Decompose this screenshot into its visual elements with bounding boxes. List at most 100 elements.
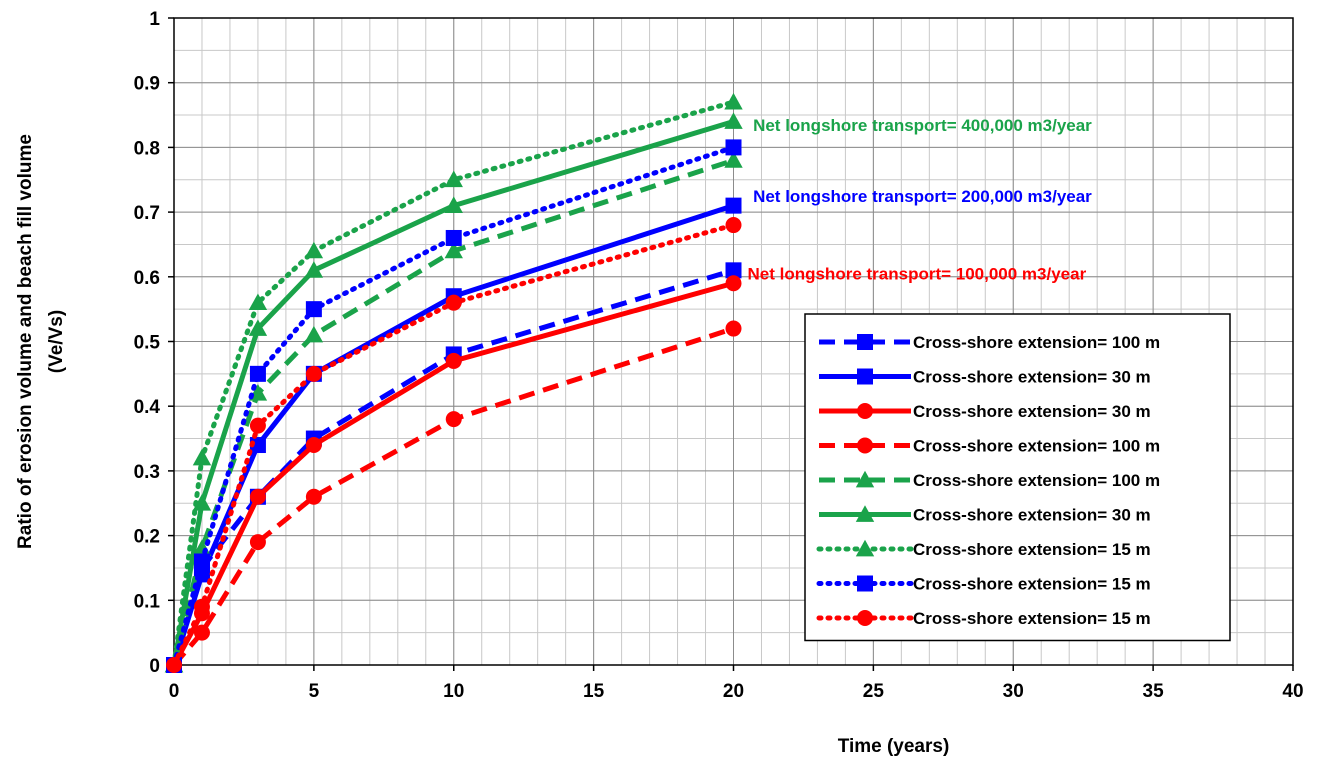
series-line [171,222,736,668]
y-axis-ticks: 0 0.1 0.2 0.3 0.4 0.5 0.6 0.7 0.8 0.9 1 [134,9,174,677]
y-tick-label: 0.3 [134,462,160,483]
data-point [249,365,266,382]
data-point [445,294,462,311]
data-point [305,488,322,505]
legend-marker [857,610,873,626]
series-annotation: Net longshore transport= 100,000 m3/year [747,265,1086,284]
data-point [725,139,742,156]
y-tick-label: 0.7 [134,203,160,224]
data-point [193,598,210,615]
legend-entry: Cross-shore extension= 15 m [816,575,1151,594]
legend-marker [857,334,873,350]
data-point [725,275,742,292]
legend-marker [855,505,875,522]
series-line [171,144,736,668]
x-axis-ticks: 0 5 10 15 20 25 30 35 40 [169,665,1304,702]
data-point [192,448,212,466]
data-point [725,217,742,234]
y-tick-label: 0.6 [134,268,160,289]
y-tick-label: 0.5 [134,333,161,354]
data-point [445,411,462,428]
data-point [445,352,462,369]
x-tick-label: 25 [863,681,885,702]
data-point [193,553,210,570]
series-line [171,99,736,668]
y-tick-label: 0.1 [134,591,161,612]
data-point [725,262,742,279]
data-point [724,92,743,110]
data-point [305,301,322,318]
legend-label: Cross-shore extension= 100 m [913,437,1160,456]
legend-label: Cross-shore extension= 30 m [913,402,1151,421]
legend-label: Cross-shore extension= 100 m [913,333,1160,352]
data-point [305,365,322,382]
legend-label: Cross-shore extension= 15 m [913,609,1151,628]
legend-entry: Cross-shore extension= 100 m [819,333,1160,352]
legend-entry: Cross-shore extension= 100 m [819,470,1160,490]
legend-marker [857,437,873,454]
legend-entry: Cross-shore extension= 30 m [819,368,1151,387]
legend-marker [857,368,873,385]
data-point [305,437,322,454]
data-point [248,319,268,336]
data-point [249,488,266,505]
legend-label: Cross-shore extension= 15 m [913,540,1151,559]
x-tick-label: 20 [723,681,744,702]
data-point [444,170,463,188]
legend-box [804,313,1231,642]
series-annotation: Net longshore transport= 400,000 m3/year [753,116,1092,135]
series-line [171,119,735,666]
x-tick-label: 35 [1143,681,1165,702]
data-point [725,197,742,214]
legend-entry: Cross-shore extension= 15 m [816,539,1151,559]
data-point [444,241,463,259]
y-axis-label-line2: (Ve/Vs) [46,310,67,373]
legend-marker [855,539,875,557]
y-tick-label: 1 [149,9,160,30]
legend-label: Cross-shore extension= 15 m [913,575,1151,594]
y-tick-label: 0.2 [134,527,160,548]
legend-label: Cross-shore extension= 100 m [913,471,1160,490]
data-point [304,241,324,259]
x-tick-label: 15 [583,681,605,702]
x-tick-label: 5 [309,681,320,702]
legend-marker [855,470,875,488]
legend-marker [857,575,873,592]
y-tick-label: 0.9 [134,74,160,95]
data-point [304,261,324,278]
series-line [171,280,735,667]
data-point [192,494,212,511]
data-point [248,293,268,311]
x-tick-label: 10 [443,681,464,702]
data-point [444,196,463,213]
series-layer [164,92,743,673]
annotation-layer: Net longshore transport= 400,000 m3/year… [747,116,1092,284]
series-line [171,157,735,666]
legend-entry: Cross-shore extension= 100 m [819,437,1160,456]
x-tick-label: 40 [1282,681,1303,702]
y-axis-label-line1: Ratio of erosion volume and beach fill v… [15,134,36,549]
x-tick-label: 0 [169,681,180,702]
y-tick-label: 0.8 [134,138,160,159]
y-tick-label: 0 [149,656,160,677]
data-point [193,624,210,641]
legend: Cross-shore extension= 100 m Cross-shore … [804,313,1231,642]
series-annotation: Net longshore transport= 200,000 m3/year [753,187,1092,206]
data-point [445,229,462,246]
x-tick-label: 30 [1003,681,1024,702]
legend-entry: Cross-shore extension= 15 m [816,609,1151,628]
series-line [171,203,735,666]
legend-marker [857,403,873,419]
x-axis-label: Time (years) [838,736,950,757]
data-point [725,320,742,337]
series-9 [166,217,742,673]
data-point [724,112,743,129]
series-6 [164,112,743,673]
y-tick-label: 0.4 [134,397,161,418]
legend-entry: Cross-shore extension= 30 m [819,505,1151,525]
legend-label: Cross-shore extension= 30 m [913,368,1151,387]
data-point [166,657,182,673]
legend-label: Cross-shore extension= 30 m [913,506,1151,525]
data-point [249,417,266,434]
